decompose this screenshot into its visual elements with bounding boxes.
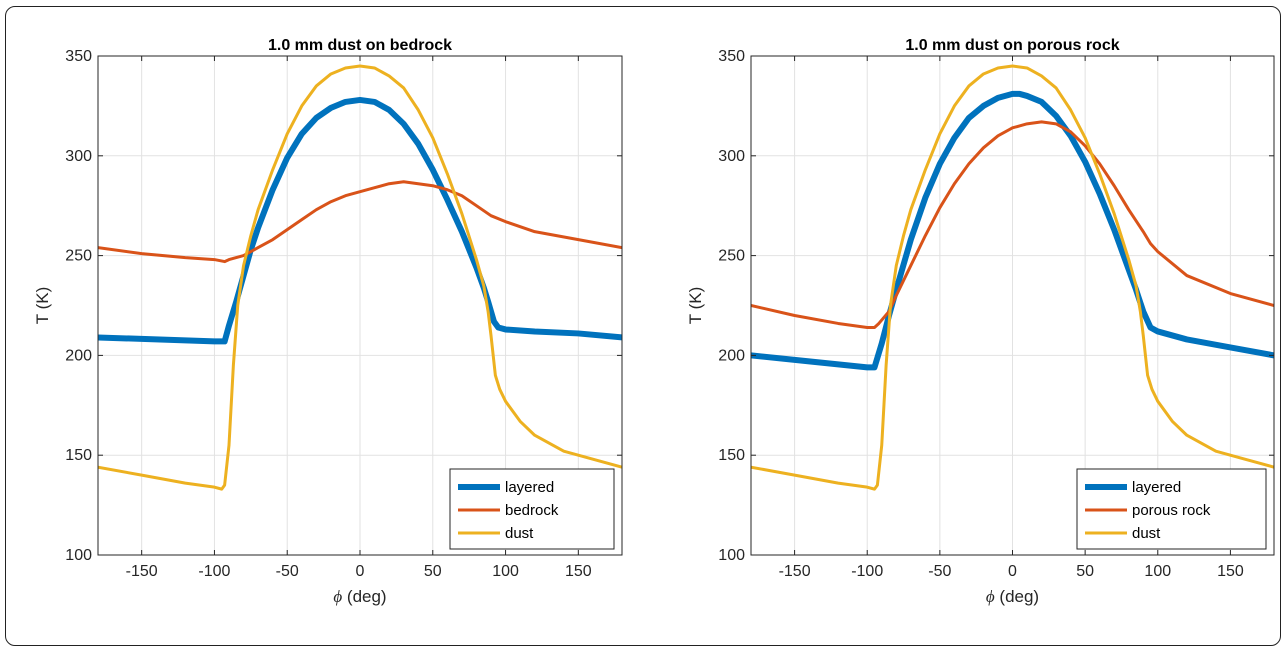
y-axis-label: T (K) [686, 287, 705, 324]
y-tick-label: 300 [718, 148, 745, 165]
y-tick-label: 200 [65, 347, 92, 364]
x-tick-label: -150 [126, 563, 158, 580]
chart-title: 1.0 mm dust on porous rock [905, 37, 1119, 54]
series-line-porous-rock [751, 120, 1274, 329]
x-tick-label: -150 [779, 563, 811, 580]
x-axis-symbol: ϕ [986, 587, 995, 606]
y-tick-label: 100 [718, 547, 745, 564]
x-tick-label: 150 [565, 563, 592, 580]
x-tick-label: 50 [424, 563, 442, 580]
x-tick-label: -100 [851, 563, 883, 580]
y-tick-label: 350 [718, 48, 745, 65]
y-tick-label: 350 [65, 48, 92, 65]
x-axis-unit: (deg) [342, 587, 386, 606]
x-tick-label: 150 [1217, 563, 1244, 580]
legend-label-dust: dust [505, 525, 534, 542]
x-tick-label: 0 [356, 563, 365, 580]
y-tick-label: 250 [65, 248, 92, 265]
figure-canvas: -150 -100 -50 0 50 100 150 100 150 200 250 300 350 1.… [33, 37, 1275, 606]
y-tick-label: 150 [718, 447, 745, 464]
series-line-dust [751, 64, 1274, 491]
x-tick-label: -50 [276, 563, 299, 580]
legend-label-dust: dust [1132, 525, 1161, 542]
y-tick-label: 250 [718, 248, 745, 265]
x-tick-label: -50 [928, 563, 951, 580]
legend-label-bedrock: bedrock [505, 502, 559, 519]
x-tick-label: 100 [492, 563, 519, 580]
x-tick-label: 100 [1144, 563, 1171, 580]
y-tick-label: 150 [65, 447, 92, 464]
legend-label-layered: layered [505, 479, 554, 496]
x-axis-label: ϕ (deg) [986, 587, 1039, 606]
y-tick-label: 200 [718, 347, 745, 364]
y-tick-label: 100 [65, 547, 92, 564]
x-tick-label: -100 [198, 563, 230, 580]
y-tick-label: 300 [65, 148, 92, 165]
chart-bedrock: -150 -100 -50 0 50 100 150 100 150 200 250 300 350 1.… [33, 37, 623, 606]
x-tick-label: 50 [1076, 563, 1094, 580]
legend-label-layered: layered [1132, 479, 1181, 496]
legend: layered bedrock dust [449, 468, 615, 550]
x-tick-label: 0 [1008, 563, 1017, 580]
legend-label-porous-rock: porous rock [1132, 502, 1211, 519]
series-line-bedrock [98, 180, 622, 264]
chart-porous-rock: -150 -100 -50 0 50 100 150 100 150 200 250 300 350 1.… [686, 37, 1275, 606]
x-axis-label: ϕ (deg) [333, 587, 386, 606]
y-axis-label: T (K) [33, 287, 52, 324]
x-axis-symbol: ϕ [333, 587, 342, 606]
chart-title: 1.0 mm dust on bedrock [268, 37, 452, 54]
legend: layered porous rock dust [1076, 468, 1267, 550]
x-axis-unit: (deg) [995, 587, 1039, 606]
series-line-dust [98, 64, 622, 491]
